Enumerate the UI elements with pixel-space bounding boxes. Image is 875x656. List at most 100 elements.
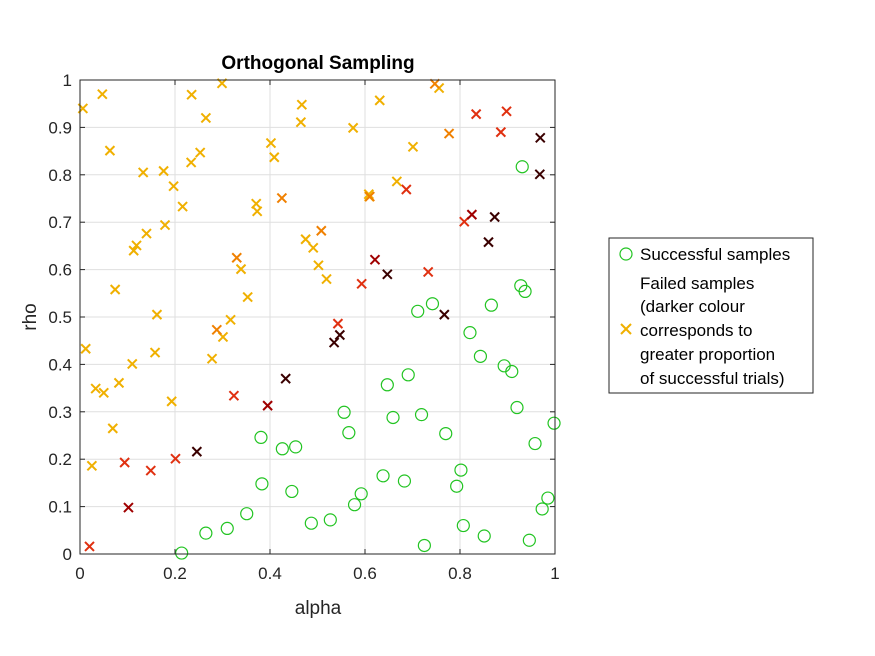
- y-tick-label: 0.4: [48, 355, 72, 374]
- failed-point: [191, 446, 203, 457]
- y-tick-label: 0.1: [48, 498, 72, 517]
- failed-point: [470, 108, 482, 120]
- success-point: [376, 469, 390, 483]
- failed-point: [131, 240, 142, 251]
- failed-point: [300, 234, 311, 245]
- failed-point: [128, 245, 139, 256]
- success-point: [289, 440, 303, 454]
- x-tick-label: 0.2: [163, 564, 187, 583]
- failed-point: [123, 502, 134, 513]
- failed-point: [328, 337, 340, 348]
- failed-point: [194, 147, 206, 158]
- failed-point: [145, 465, 156, 476]
- failed-point: [501, 106, 512, 117]
- success-point: [522, 533, 536, 547]
- success-point: [515, 160, 529, 174]
- failed-point: [231, 252, 242, 263]
- success-point: [342, 426, 356, 440]
- y-tick-label: 0.8: [48, 166, 72, 185]
- failed-point: [262, 400, 273, 411]
- failed-point: [97, 89, 108, 100]
- failed-point: [363, 189, 375, 200]
- success-point: [505, 364, 519, 379]
- success-point: [401, 368, 415, 382]
- success-point: [425, 297, 440, 311]
- failed-point: [104, 145, 116, 156]
- failed-point: [200, 112, 212, 124]
- failed-point: [364, 191, 375, 202]
- failed-point: [127, 358, 138, 370]
- success-point: [510, 400, 524, 415]
- legend-failed-line-5: of successful trials): [640, 369, 785, 388]
- failed-point: [321, 273, 332, 285]
- failed-point: [177, 201, 188, 212]
- failed-point: [211, 324, 223, 336]
- success-point: [397, 474, 412, 488]
- success-point: [414, 408, 429, 422]
- success-point: [473, 349, 488, 363]
- y-tick-label: 0.6: [48, 261, 72, 280]
- legend-failed-line-1: Failed samples: [640, 274, 754, 293]
- failed-point: [401, 184, 412, 195]
- failed-point: [443, 128, 455, 139]
- failed-point: [308, 242, 319, 254]
- axis-ticks: 0 0.2 0.4 0.6 0.8 1 0 0.1 0.2 0.3 0.4 0.5 0.6 0.7 0.8 0…: [48, 71, 559, 583]
- failed-point: [265, 137, 277, 149]
- success-point: [254, 430, 268, 444]
- legend-failed-marker: [620, 323, 632, 335]
- failed-point: [489, 211, 500, 223]
- failed-point: [280, 373, 291, 384]
- failed-point: [276, 192, 288, 204]
- success-point: [386, 410, 400, 425]
- success-point: [220, 521, 234, 536]
- failed-point: [332, 318, 344, 329]
- success-point: [439, 427, 453, 441]
- failed-point: [334, 329, 346, 341]
- x-tick-label: 0.4: [258, 564, 282, 583]
- success-point: [285, 484, 299, 499]
- failed-point: [170, 453, 181, 464]
- failed-point: [422, 266, 434, 278]
- success-point: [347, 498, 362, 512]
- legend-failed-line-2: (darker colour: [640, 297, 745, 316]
- failed-point: [466, 209, 478, 220]
- success-point: [528, 436, 542, 451]
- failed-point: [151, 309, 163, 320]
- success-point: [518, 284, 532, 299]
- success-point: [337, 405, 351, 419]
- failed-point: [225, 314, 236, 326]
- success-point: [240, 507, 254, 521]
- data-points: [77, 78, 561, 560]
- success-point: [304, 516, 318, 530]
- failed-point: [107, 423, 118, 434]
- failed-point: [119, 457, 130, 468]
- failed-point: [407, 141, 419, 153]
- failed-point: [534, 169, 546, 180]
- success-point: [535, 502, 549, 516]
- failed-point: [149, 347, 161, 358]
- failed-point: [86, 460, 98, 472]
- failed-point: [109, 284, 121, 295]
- y-tick-label: 0: [63, 545, 72, 564]
- legend-success-marker: [619, 247, 633, 261]
- failed-point: [98, 387, 109, 399]
- success-point: [456, 518, 470, 533]
- y-axis-label: rho: [20, 303, 41, 330]
- success-point: [323, 513, 337, 527]
- success-point: [175, 546, 189, 560]
- failed-point: [185, 157, 197, 168]
- failed-point: [158, 165, 169, 177]
- failed-point: [159, 219, 171, 231]
- legend-failed-line-4: greater proportion: [640, 345, 775, 364]
- failed-point: [535, 132, 546, 144]
- success-point: [255, 477, 269, 491]
- success-point: [354, 487, 368, 501]
- y-tick-label: 1: [63, 71, 72, 90]
- failed-point: [391, 176, 403, 187]
- failed-point: [137, 167, 149, 178]
- failed-point: [113, 377, 125, 389]
- y-tick-label: 0.7: [48, 213, 72, 232]
- failed-point: [168, 180, 179, 192]
- x-axis-label: alpha: [295, 598, 342, 619]
